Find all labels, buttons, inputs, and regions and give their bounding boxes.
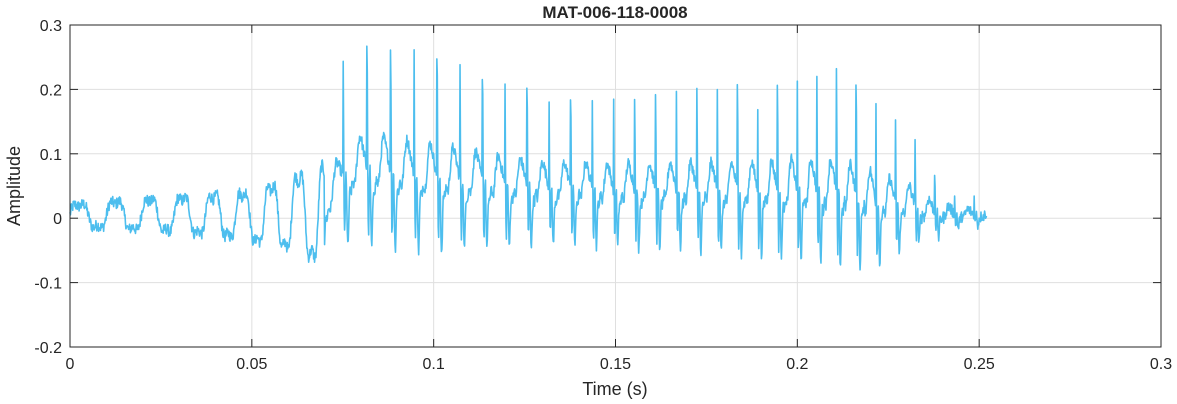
- x-tick-label: 0.1: [423, 356, 445, 373]
- y-axis: -0.2 -0.1 0 0.1 0.2 0.3: [34, 18, 1161, 357]
- y-tick-label: 0.1: [40, 147, 62, 164]
- x-tick-label: 0.3: [1150, 356, 1172, 373]
- y-tick-label: 0.2: [40, 82, 62, 99]
- y-tick-label: 0: [53, 211, 62, 228]
- x-tick-label: 0.25: [964, 356, 995, 373]
- chart-title: MAT-006-118-0008: [542, 3, 687, 22]
- x-tick-label: 0: [66, 356, 75, 373]
- y-tick-label: 0.3: [40, 18, 62, 35]
- waveform-series-line: [69, 45, 988, 271]
- x-axis: 0 0.05 0.1 0.15 0.2 0.25 0.3: [66, 25, 1172, 373]
- y-tick-label: -0.1: [34, 276, 62, 293]
- x-axis-label: Time (s): [582, 379, 647, 399]
- x-tick-label: 0.05: [236, 356, 267, 373]
- y-tick-label: -0.2: [34, 340, 62, 357]
- x-tick-label: 0.15: [600, 356, 631, 373]
- x-tick-label: 0.2: [786, 356, 808, 373]
- y-axis-label: Amplitude: [4, 146, 24, 226]
